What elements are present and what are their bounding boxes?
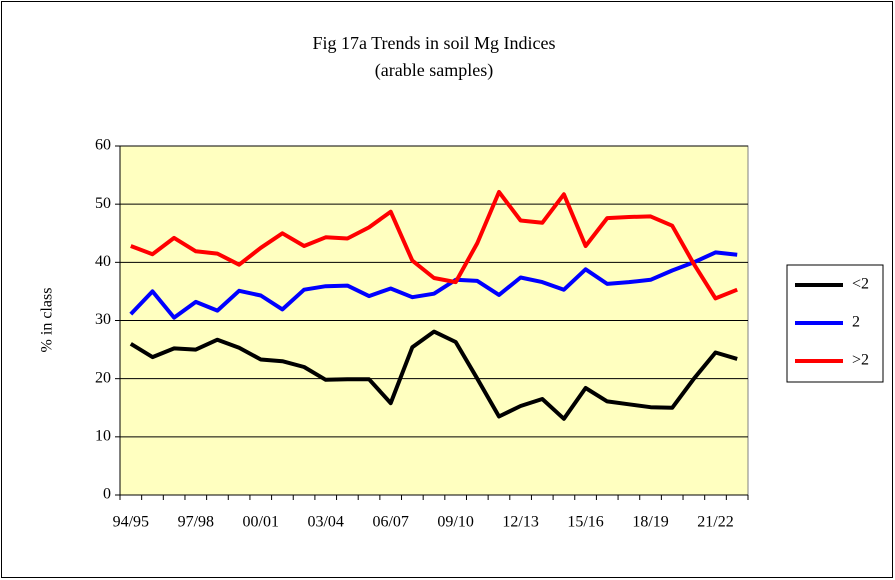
x-tick-label: 00/01	[243, 514, 279, 531]
y-tick-label: 20	[95, 369, 111, 386]
y-axis-label: % in class	[39, 288, 56, 353]
data-line	[129, 250, 738, 320]
y-tick-label: 60	[95, 137, 111, 154]
x-tick-label: 12/13	[502, 514, 538, 531]
data-line	[130, 190, 738, 301]
y-tick-label: 50	[95, 195, 111, 212]
legend-label: <2	[852, 276, 869, 293]
x-tick-label: 09/10	[437, 514, 473, 531]
y-tick-label: 0	[103, 486, 111, 503]
legend-label: >2	[852, 352, 869, 369]
x-tick-label: 06/07	[372, 514, 408, 531]
y-tick-label: 30	[95, 311, 111, 328]
y-tick-label: 40	[95, 253, 111, 270]
legend-label: 2	[852, 314, 860, 331]
x-tick-label: 15/16	[567, 514, 603, 531]
x-tick-label: 97/98	[178, 514, 214, 531]
y-tick-label: 10	[95, 428, 111, 445]
chart-title: Fig 17a Trends in soil Mg Indices	[312, 33, 555, 53]
data-line	[129, 329, 738, 421]
chart-subtitle: (arable samples)	[375, 60, 493, 81]
x-tick-label: 21/22	[697, 514, 733, 531]
x-tick-label: 18/19	[632, 514, 668, 531]
x-tick-label: 94/95	[113, 514, 149, 531]
x-tick-label: 03/04	[307, 514, 343, 531]
